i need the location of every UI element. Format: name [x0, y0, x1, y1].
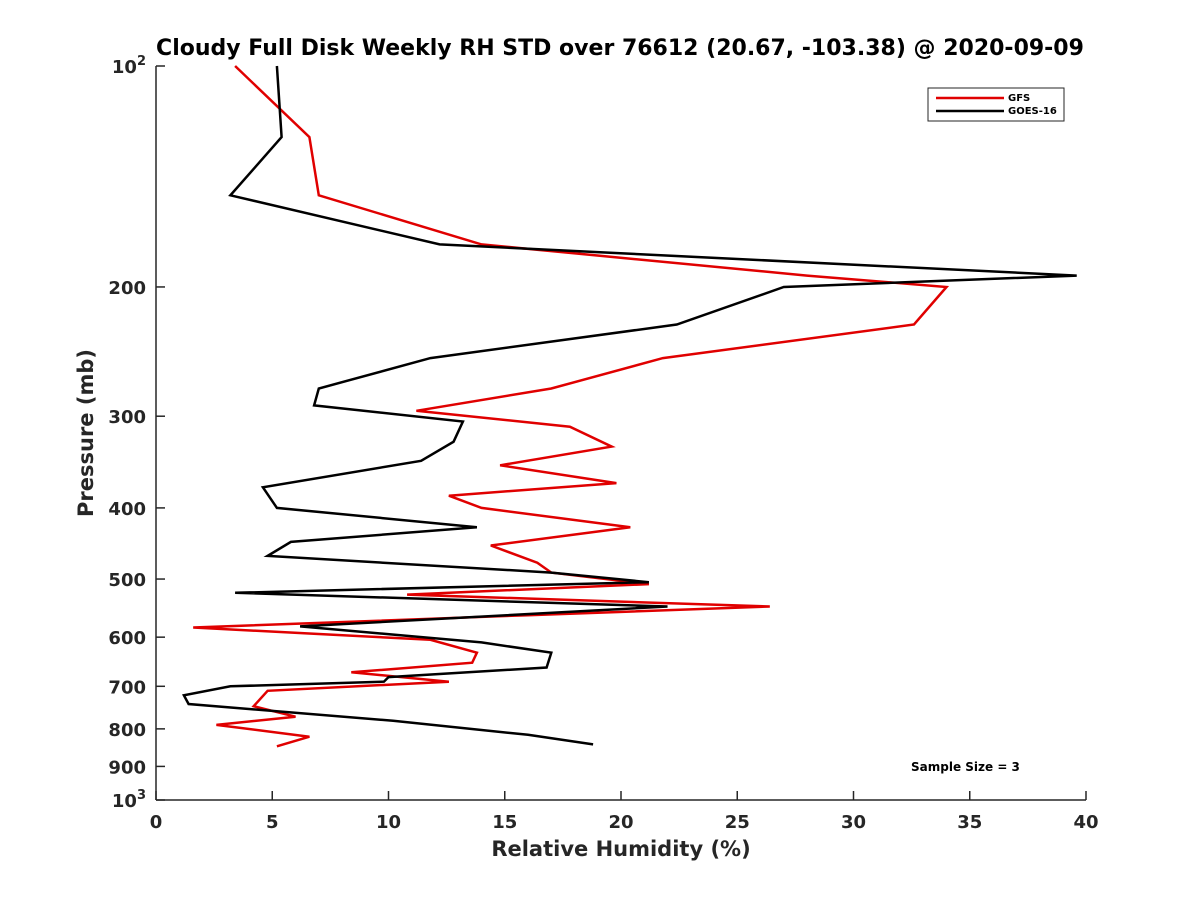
x-axis-ticks: 0 5 10 15 20 25 30 35 40 — [150, 791, 1099, 833]
y-tick-base: 10 — [112, 57, 137, 78]
x-axis-label: Relative Humidity (%) — [491, 837, 750, 861]
series-line-goes16 — [181, 65, 1077, 746]
y-tick-label: 300 — [108, 407, 146, 428]
series-layer — [181, 65, 1077, 748]
y-tick-base: 700 — [108, 677, 146, 698]
legend-box — [927, 87, 1065, 122]
series-line-gfs — [193, 65, 950, 748]
x-tick-label: 20 — [608, 812, 633, 833]
chart-title: Cloudy Full Disk Weekly RH STD over 7661… — [156, 36, 1084, 61]
y-tick-label: 900 — [108, 757, 146, 778]
y-tick-base: 500 — [108, 570, 146, 591]
y-tick-label: 600 — [108, 628, 146, 649]
y-tick-exponent: 3 — [137, 788, 146, 803]
y-tick-label: 103 — [112, 788, 146, 812]
y-tick-base: 800 — [108, 720, 146, 741]
y-tick-base: 900 — [108, 757, 146, 778]
y-tick-label: 200 — [108, 278, 146, 299]
x-tick-label: 0 — [150, 812, 163, 833]
y-tick-base: 300 — [108, 407, 146, 428]
y-tick-base: 600 — [108, 628, 146, 649]
y-tick-label: 800 — [108, 720, 146, 741]
y-tick-label: 400 — [108, 499, 146, 520]
legend: GFS GOES-16 — [927, 87, 1065, 122]
y-tick-base: 10 — [112, 791, 137, 812]
legend-label-gfs: GFS — [1008, 93, 1030, 104]
x-tick-label: 10 — [376, 812, 401, 833]
legend-label-goes16: GOES-16 — [1008, 106, 1057, 117]
sample-size-annotation: Sample Size = 3 — [911, 760, 1020, 774]
x-tick-label: 30 — [841, 812, 866, 833]
x-tick-label: 5 — [266, 812, 279, 833]
x-tick-label: 25 — [725, 812, 750, 833]
x-tick-label: 40 — [1073, 812, 1098, 833]
x-tick-label: 15 — [492, 812, 517, 833]
y-tick-label: 500 — [108, 570, 146, 591]
y-tick-label: 102 — [112, 54, 146, 78]
y-tick-exponent: 2 — [137, 54, 146, 69]
x-tick-label: 35 — [957, 812, 982, 833]
y-tick-label: 700 — [108, 677, 146, 698]
y-tick-base: 400 — [108, 499, 146, 520]
y-tick-base: 200 — [108, 278, 146, 299]
y-axis-label: Pressure (mb) — [74, 349, 98, 517]
